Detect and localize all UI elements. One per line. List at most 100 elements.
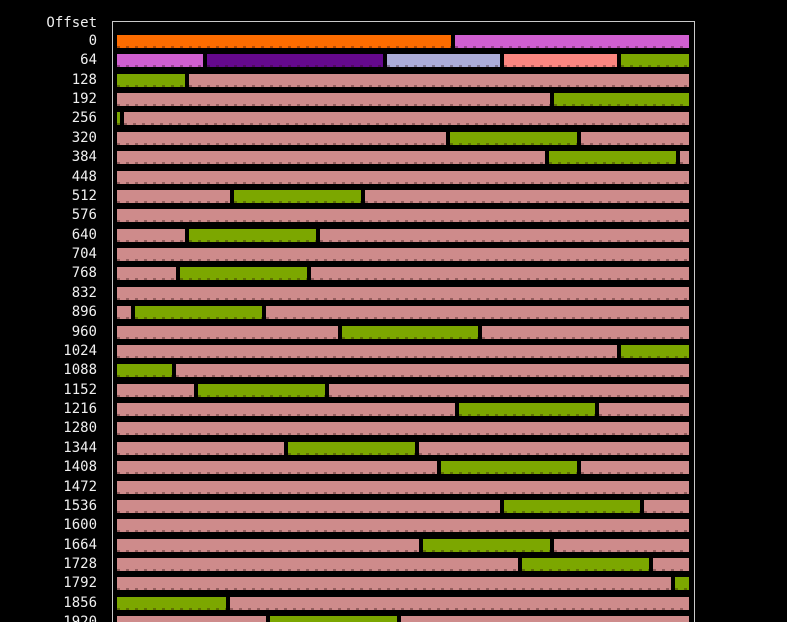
memory-row (115, 265, 691, 283)
offset-tick-label: 1600 (63, 517, 97, 534)
offset-tick-label: 1408 (63, 459, 97, 476)
memory-segment-green (439, 459, 579, 477)
memory-segment-green (421, 536, 552, 554)
memory-segment-pink (115, 129, 448, 147)
memory-segment-pink (115, 517, 691, 535)
memory-row (115, 614, 691, 622)
memory-segment-pink (227, 594, 691, 612)
memory-segment-pink (308, 265, 691, 283)
memory-row (115, 401, 691, 419)
memory-row (115, 381, 691, 399)
memory-segment-pink (115, 420, 691, 438)
offset-tick-label: 1280 (63, 420, 97, 437)
memory-segment-pink (115, 342, 619, 360)
memory-segment-magenta (115, 52, 205, 70)
memory-row (115, 110, 691, 128)
memory-segment-pink (263, 304, 691, 322)
offset-tick-label: 832 (71, 284, 97, 301)
offset-tick-label: 704 (71, 246, 97, 263)
memory-row (115, 459, 691, 477)
memory-row (115, 575, 691, 593)
memory-segment-purple (205, 52, 385, 70)
offset-tick-label: 1024 (63, 342, 97, 359)
memory-row (115, 226, 691, 244)
offset-tick-label: 512 (71, 187, 97, 204)
memory-segment-pink (115, 168, 691, 186)
memory-segment-pink (479, 323, 691, 341)
offset-tick-label: 128 (71, 71, 97, 88)
memory-segment-pink (115, 439, 286, 457)
memory-segment-green (115, 362, 174, 380)
offset-tick-label: 448 (71, 168, 97, 185)
memory-segment-pink (115, 459, 439, 477)
memory-segment-green (457, 401, 597, 419)
memory-segment-green (196, 381, 327, 399)
offset-tick-label: 384 (71, 149, 97, 166)
memory-segment-pink (641, 497, 691, 515)
memory-segment-pink (115, 401, 457, 419)
memory-segment-pink (173, 362, 691, 380)
memory-segment-green (551, 91, 691, 109)
memory-segment-green (502, 497, 642, 515)
memory-row (115, 284, 691, 302)
memory-segment-pink (115, 91, 552, 109)
memory-segment-pink (416, 439, 691, 457)
memory-segment-magenta (452, 33, 691, 50)
offset-tick-label: 960 (71, 323, 97, 340)
memory-row (115, 594, 691, 612)
memory-segment-green (133, 304, 264, 322)
memory-segment-pink (115, 187, 232, 205)
memory-segment-pink (115, 381, 196, 399)
memory-segment-green (232, 187, 363, 205)
memory-row (115, 420, 691, 438)
offset-tick-label: 896 (71, 304, 97, 321)
offset-tick-label: 1728 (63, 555, 97, 572)
memory-row (115, 304, 691, 322)
memory-segment-pink (115, 284, 691, 302)
memory-row (115, 52, 691, 70)
memory-row (115, 246, 691, 264)
offset-tick-label: 320 (71, 129, 97, 146)
offset-tick-label: 1088 (63, 362, 97, 379)
memory-segment-green (619, 342, 691, 360)
memory-segment-pink (115, 614, 268, 622)
memory-row (115, 71, 691, 89)
memory-segment-pink (115, 536, 421, 554)
memory-segment-green (268, 614, 399, 622)
memory-row (115, 207, 691, 225)
offset-tick-label: 256 (71, 110, 97, 127)
memory-row (115, 323, 691, 341)
memory-segment-pink (115, 497, 502, 515)
memory-row (115, 168, 691, 186)
offset-tick-label: 1856 (63, 594, 97, 611)
memory-row (115, 439, 691, 457)
plot-frame (112, 21, 695, 622)
memory-segment-pink (115, 555, 520, 573)
memory-segment-pink (115, 226, 187, 244)
memory-segment-pink (115, 323, 340, 341)
offset-tick-label: 1536 (63, 497, 97, 514)
memory-segment-green (340, 323, 480, 341)
memory-row (115, 129, 691, 147)
memory-row (115, 33, 691, 50)
memory-segment-green (619, 52, 691, 70)
memory-segment-pink (362, 187, 691, 205)
memory-segment-green (178, 265, 309, 283)
memory-segment-pink (317, 226, 691, 244)
offset-column-header: Offset (46, 15, 97, 31)
memory-segment-green (115, 110, 123, 128)
offset-tick-label: 0 (88, 33, 97, 49)
memory-segment-orange (115, 33, 453, 50)
memory-segment-pink (122, 110, 691, 128)
offset-tick-label: 1664 (63, 536, 97, 553)
memory-segment-pink (115, 265, 178, 283)
offset-tick-label: 1152 (63, 381, 97, 398)
memory-segment-green (187, 226, 318, 244)
memory-segment-salmon (502, 52, 619, 70)
memory-row (115, 362, 691, 380)
memory-segment-pink (115, 246, 691, 264)
memory-segment-lavender (385, 52, 502, 70)
memory-row (115, 187, 691, 205)
memory-segment-pink (551, 536, 691, 554)
memory-row (115, 555, 691, 573)
